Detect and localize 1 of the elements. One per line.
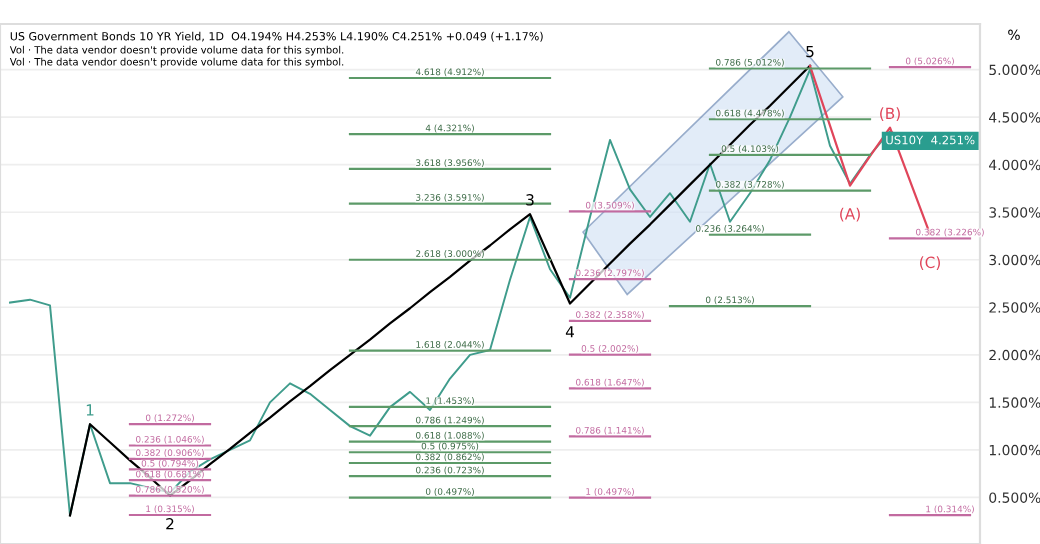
line-series — [68, 64, 812, 517]
